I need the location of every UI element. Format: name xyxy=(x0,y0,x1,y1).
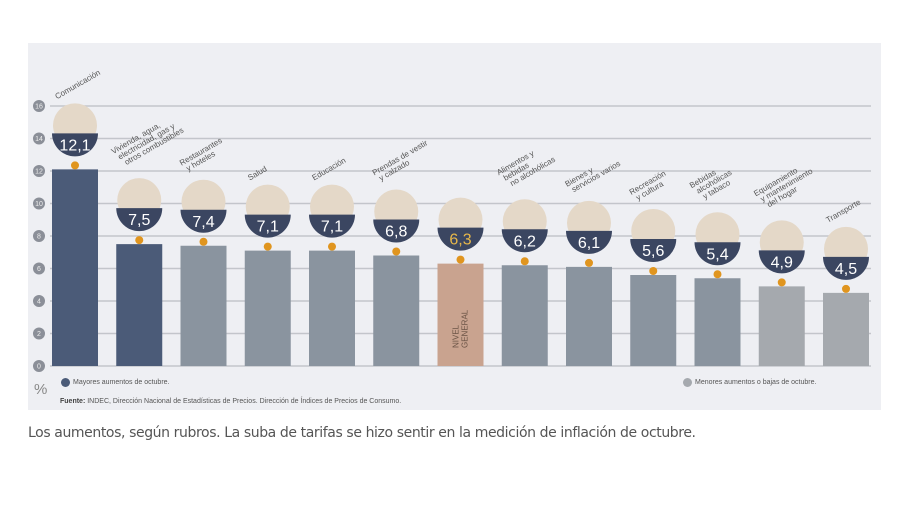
source-label: Fuente: xyxy=(60,398,86,405)
value-label: 4,5 xyxy=(835,261,857,278)
y-tick-marker xyxy=(33,295,45,307)
y-tick-marker xyxy=(33,197,45,210)
value-badge xyxy=(180,209,227,233)
bar xyxy=(566,266,612,366)
value-label: 7,5 xyxy=(128,212,150,229)
bar-top-dot xyxy=(328,242,336,251)
legend-mayores: Mayores aumentos de octubre. xyxy=(61,378,170,387)
chart-panel: 0 2 4 6 8 10 12 14 16 12,1 Comunicación 7,5 Vivienda… xyxy=(28,43,881,410)
y-tick-label: 12 xyxy=(35,169,43,176)
y-tick-marker xyxy=(33,132,45,145)
y-tick-label: 14 xyxy=(35,136,43,143)
category-label: Salud xyxy=(246,164,268,182)
bar-top-dot xyxy=(392,247,401,256)
source-note: Fuente: INDEC, Dirección Nacional de Est… xyxy=(60,398,401,405)
bar-top-dot xyxy=(71,161,79,170)
bar xyxy=(823,292,869,366)
legend-label: Menores aumentos o bajas de octubre. xyxy=(695,379,817,386)
y-tick-marker xyxy=(33,327,45,340)
bar-top-dot xyxy=(456,255,465,264)
source-text: INDEC, Dirección Nacional de Estadística… xyxy=(87,398,402,405)
bar xyxy=(694,278,741,366)
value-label: 6,1 xyxy=(578,235,600,252)
value-label: 7,1 xyxy=(257,219,279,236)
category-label: Bebidasalcohólicasy tabaco xyxy=(688,161,737,204)
value-label: 5,6 xyxy=(642,243,664,260)
category-label: Bienes yservicios varios xyxy=(564,152,622,196)
category-label: Vivienda, agua,electricidad, gas yotros … xyxy=(110,112,185,170)
bar xyxy=(52,169,98,366)
y-tick-label: 6 xyxy=(37,266,41,273)
bar-top-dot xyxy=(713,270,722,279)
value-label: 5,4 xyxy=(706,246,728,263)
bar-top-dot xyxy=(585,258,593,267)
category-label: NIVELGENERAL xyxy=(452,309,470,348)
value-label: 6,2 xyxy=(514,233,536,250)
legend-menores: Menores aumentos o bajas de octubre. xyxy=(683,378,816,387)
value-badge xyxy=(758,250,805,274)
value-badge xyxy=(116,208,163,232)
value-badge xyxy=(309,214,355,238)
bar xyxy=(309,250,355,366)
value-badge xyxy=(823,256,869,280)
value-label: 6,8 xyxy=(385,224,407,241)
y-tick-label: 8 xyxy=(37,234,41,241)
bar-top-dot xyxy=(842,284,850,293)
bar-top-dot xyxy=(135,236,144,245)
bar xyxy=(501,265,548,366)
y-tick-marker xyxy=(33,360,45,372)
y-tick-label: 10 xyxy=(35,201,43,208)
value-badge xyxy=(501,229,548,253)
bar xyxy=(116,244,163,366)
value-badge xyxy=(244,214,291,238)
y-tick-marker xyxy=(33,100,45,112)
value-badge xyxy=(52,133,98,157)
y-tick-label: 4 xyxy=(37,299,41,306)
category-label: Alimentos ybebidasno alcohólicas xyxy=(495,141,557,191)
value-label: 7,4 xyxy=(192,214,214,231)
bar-top-dot xyxy=(199,237,208,246)
y-tick-marker xyxy=(33,165,45,177)
bar xyxy=(180,245,227,366)
value-badge xyxy=(437,227,484,251)
category-label: Educación xyxy=(311,156,348,182)
y-tick-marker xyxy=(33,262,45,275)
value-badge xyxy=(566,230,612,254)
value-badge xyxy=(373,219,420,243)
y-tick-label: 16 xyxy=(35,104,43,111)
y-tick-marker xyxy=(33,230,45,242)
value-badge xyxy=(630,239,677,262)
bar-top-dot xyxy=(520,257,529,266)
y-axis-unit: % xyxy=(34,381,48,398)
y-tick-label: 2 xyxy=(37,331,41,338)
bar-chart: 0 2 4 6 8 10 12 14 16 12,1 Comunicación 7,5 Vivienda… xyxy=(33,68,871,372)
legend-label: Mayores aumentos de octubre. xyxy=(73,379,170,386)
value-label: 7,1 xyxy=(321,219,343,236)
category-label: Comunicación xyxy=(54,68,102,101)
category-label: Restaurantesy hoteles xyxy=(178,136,228,175)
y-tick-label: 0 xyxy=(37,364,41,371)
value-label: 6,3 xyxy=(449,232,471,249)
bar xyxy=(244,250,291,366)
bar xyxy=(373,255,420,366)
bar xyxy=(630,275,677,366)
category-label: Recreacióny cultura xyxy=(628,169,672,204)
image-caption: Los aumentos, según rubros. La suba de t… xyxy=(28,425,696,441)
bar-top-dot xyxy=(777,278,786,287)
value-label: 4,9 xyxy=(771,254,793,271)
value-label: 12,1 xyxy=(59,137,90,154)
legend-swatch xyxy=(61,378,70,387)
legend-swatch xyxy=(683,378,692,387)
value-badge xyxy=(694,242,741,266)
bar-top-dot xyxy=(263,242,272,251)
category-label: Transporte xyxy=(825,197,863,224)
category-label: Prendas de vestiry calzado xyxy=(371,138,434,184)
bar xyxy=(758,286,805,366)
bar-top-dot xyxy=(649,267,658,275)
bar xyxy=(437,263,484,366)
